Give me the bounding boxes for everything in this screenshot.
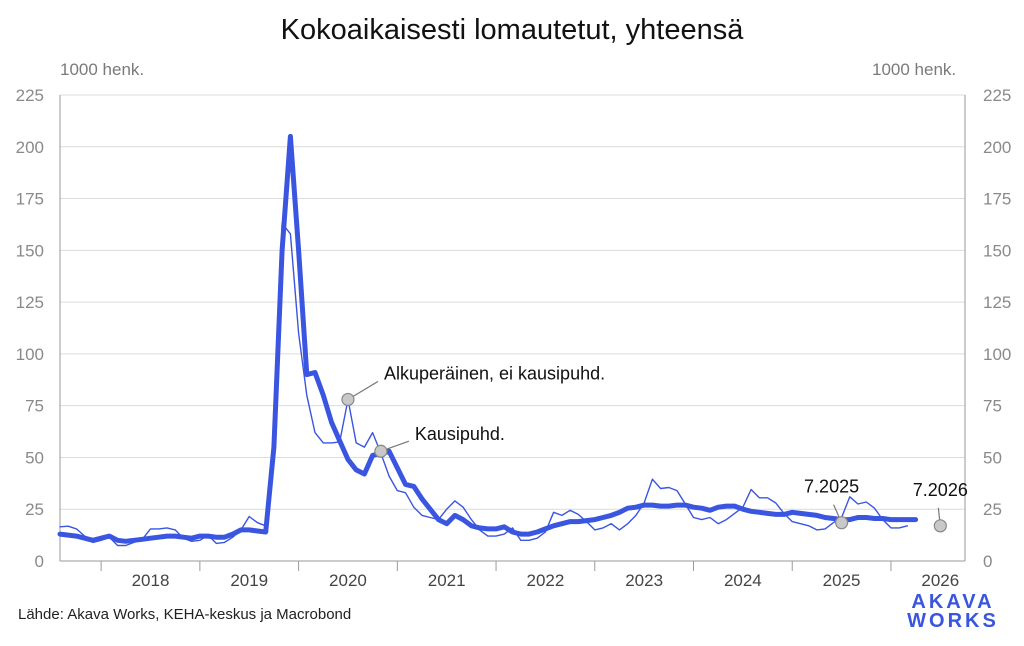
annotation-label: 7.2026 (913, 480, 968, 500)
annotation-marker (341, 392, 355, 407)
right-axis-unit: 1000 henk. (872, 60, 957, 79)
y-tick-label-right: 225 (983, 86, 1011, 105)
chart-title: Kokoaikaisesti lomautetut, yhteensä (280, 14, 744, 46)
annotation-marker (933, 519, 947, 533)
y-tick-label-left: 225 (16, 86, 44, 105)
y-tick-label-right: 0 (983, 552, 992, 571)
logo-line-1: AKAVA (911, 591, 995, 613)
annotation-label: 7.2025 (804, 477, 859, 497)
y-tick-label-left: 0 (35, 552, 44, 571)
y-tick-label-right: 150 (983, 241, 1011, 260)
x-tick-label: 2023 (625, 571, 663, 590)
y-tick-label-right: 50 (983, 448, 1002, 467)
y-tick-label-right: 100 (983, 345, 1011, 364)
logo-line-2: WORKS (907, 610, 999, 632)
annotation-marker (374, 444, 388, 458)
y-tick-label-left: 150 (16, 241, 44, 260)
x-tick-label: 2026 (921, 571, 959, 590)
annotation-marker (834, 516, 849, 530)
x-tick-label: 2024 (724, 571, 762, 590)
y-tick-label-right: 25 (983, 500, 1002, 519)
x-tick-label: 2021 (428, 571, 466, 590)
x-tick-label: 2025 (823, 571, 861, 590)
y-tick-label-left: 100 (16, 345, 44, 364)
y-tick-label-right: 75 (983, 397, 1002, 416)
y-tick-label-right: 125 (983, 293, 1011, 312)
y-tick-label-left: 25 (25, 500, 44, 519)
x-tick-label: 2020 (329, 571, 367, 590)
akava-works-logo: AKAVA WORKS (903, 591, 1003, 632)
x-tick-label: 2019 (230, 571, 268, 590)
y-tick-label-right: 200 (983, 138, 1011, 157)
y-tick-label-left: 75 (25, 397, 44, 416)
y-tick-label-left: 125 (16, 293, 44, 312)
y-tick-label-left: 50 (25, 448, 44, 467)
y-tick-label-left: 200 (16, 138, 44, 157)
original-series-line (59, 222, 909, 547)
x-tick-label: 2018 (132, 571, 170, 590)
source-note: Lähde: Akava Works, KEHA-keskus ja Macro… (18, 606, 352, 623)
y-tick-label-left: 175 (16, 190, 44, 209)
x-tick-label: 2022 (526, 571, 564, 590)
annotation-label: Alkuperäinen, ei kausipuhd. (384, 363, 605, 383)
annotation-label: Kausipuhd. (415, 424, 505, 444)
left-axis-unit: 1000 henk. (60, 60, 145, 79)
seasonally-adjusted-line (57, 133, 919, 544)
y-tick-label-right: 175 (983, 190, 1011, 209)
